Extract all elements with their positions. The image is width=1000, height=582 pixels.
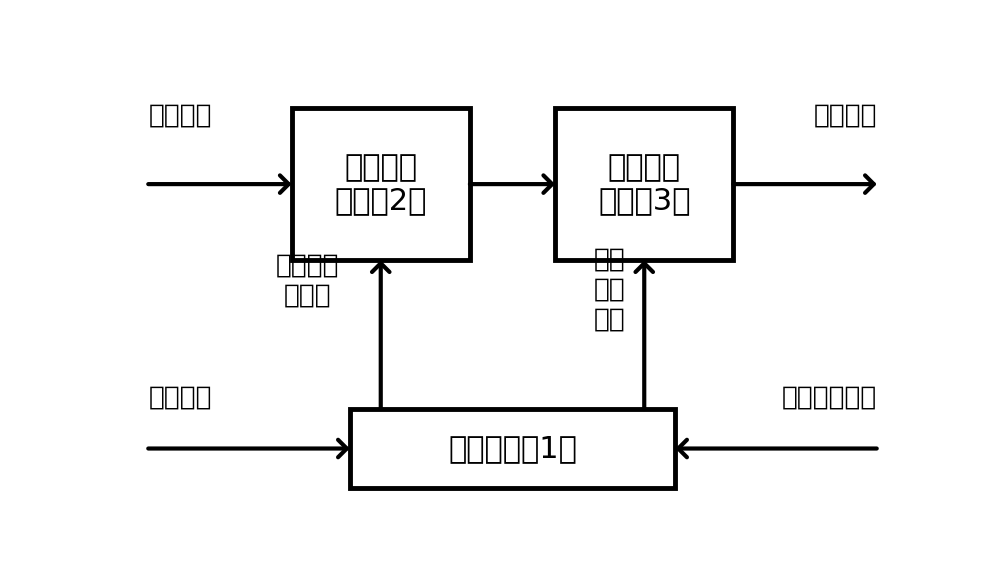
Text: 射频输入: 射频输入: [148, 102, 212, 128]
Bar: [350, 409, 675, 488]
Text: 末级功放
单元（3）: 末级功放 单元（3）: [598, 153, 690, 215]
Text: 线性区增
益控制: 线性区增 益控制: [275, 253, 339, 308]
Text: 输出功率采样: 输出功率采样: [782, 385, 877, 410]
Bar: [555, 108, 733, 260]
Text: 漏极
电压
控制: 漏极 电压 控制: [594, 246, 626, 332]
Text: 功率输出: 功率输出: [813, 102, 877, 128]
Text: 前级功放
单元（2）: 前级功放 单元（2）: [335, 153, 427, 215]
Bar: [292, 108, 470, 260]
Text: 通信控制: 通信控制: [148, 385, 212, 410]
Text: 控制单元（1）: 控制单元（1）: [448, 434, 577, 463]
